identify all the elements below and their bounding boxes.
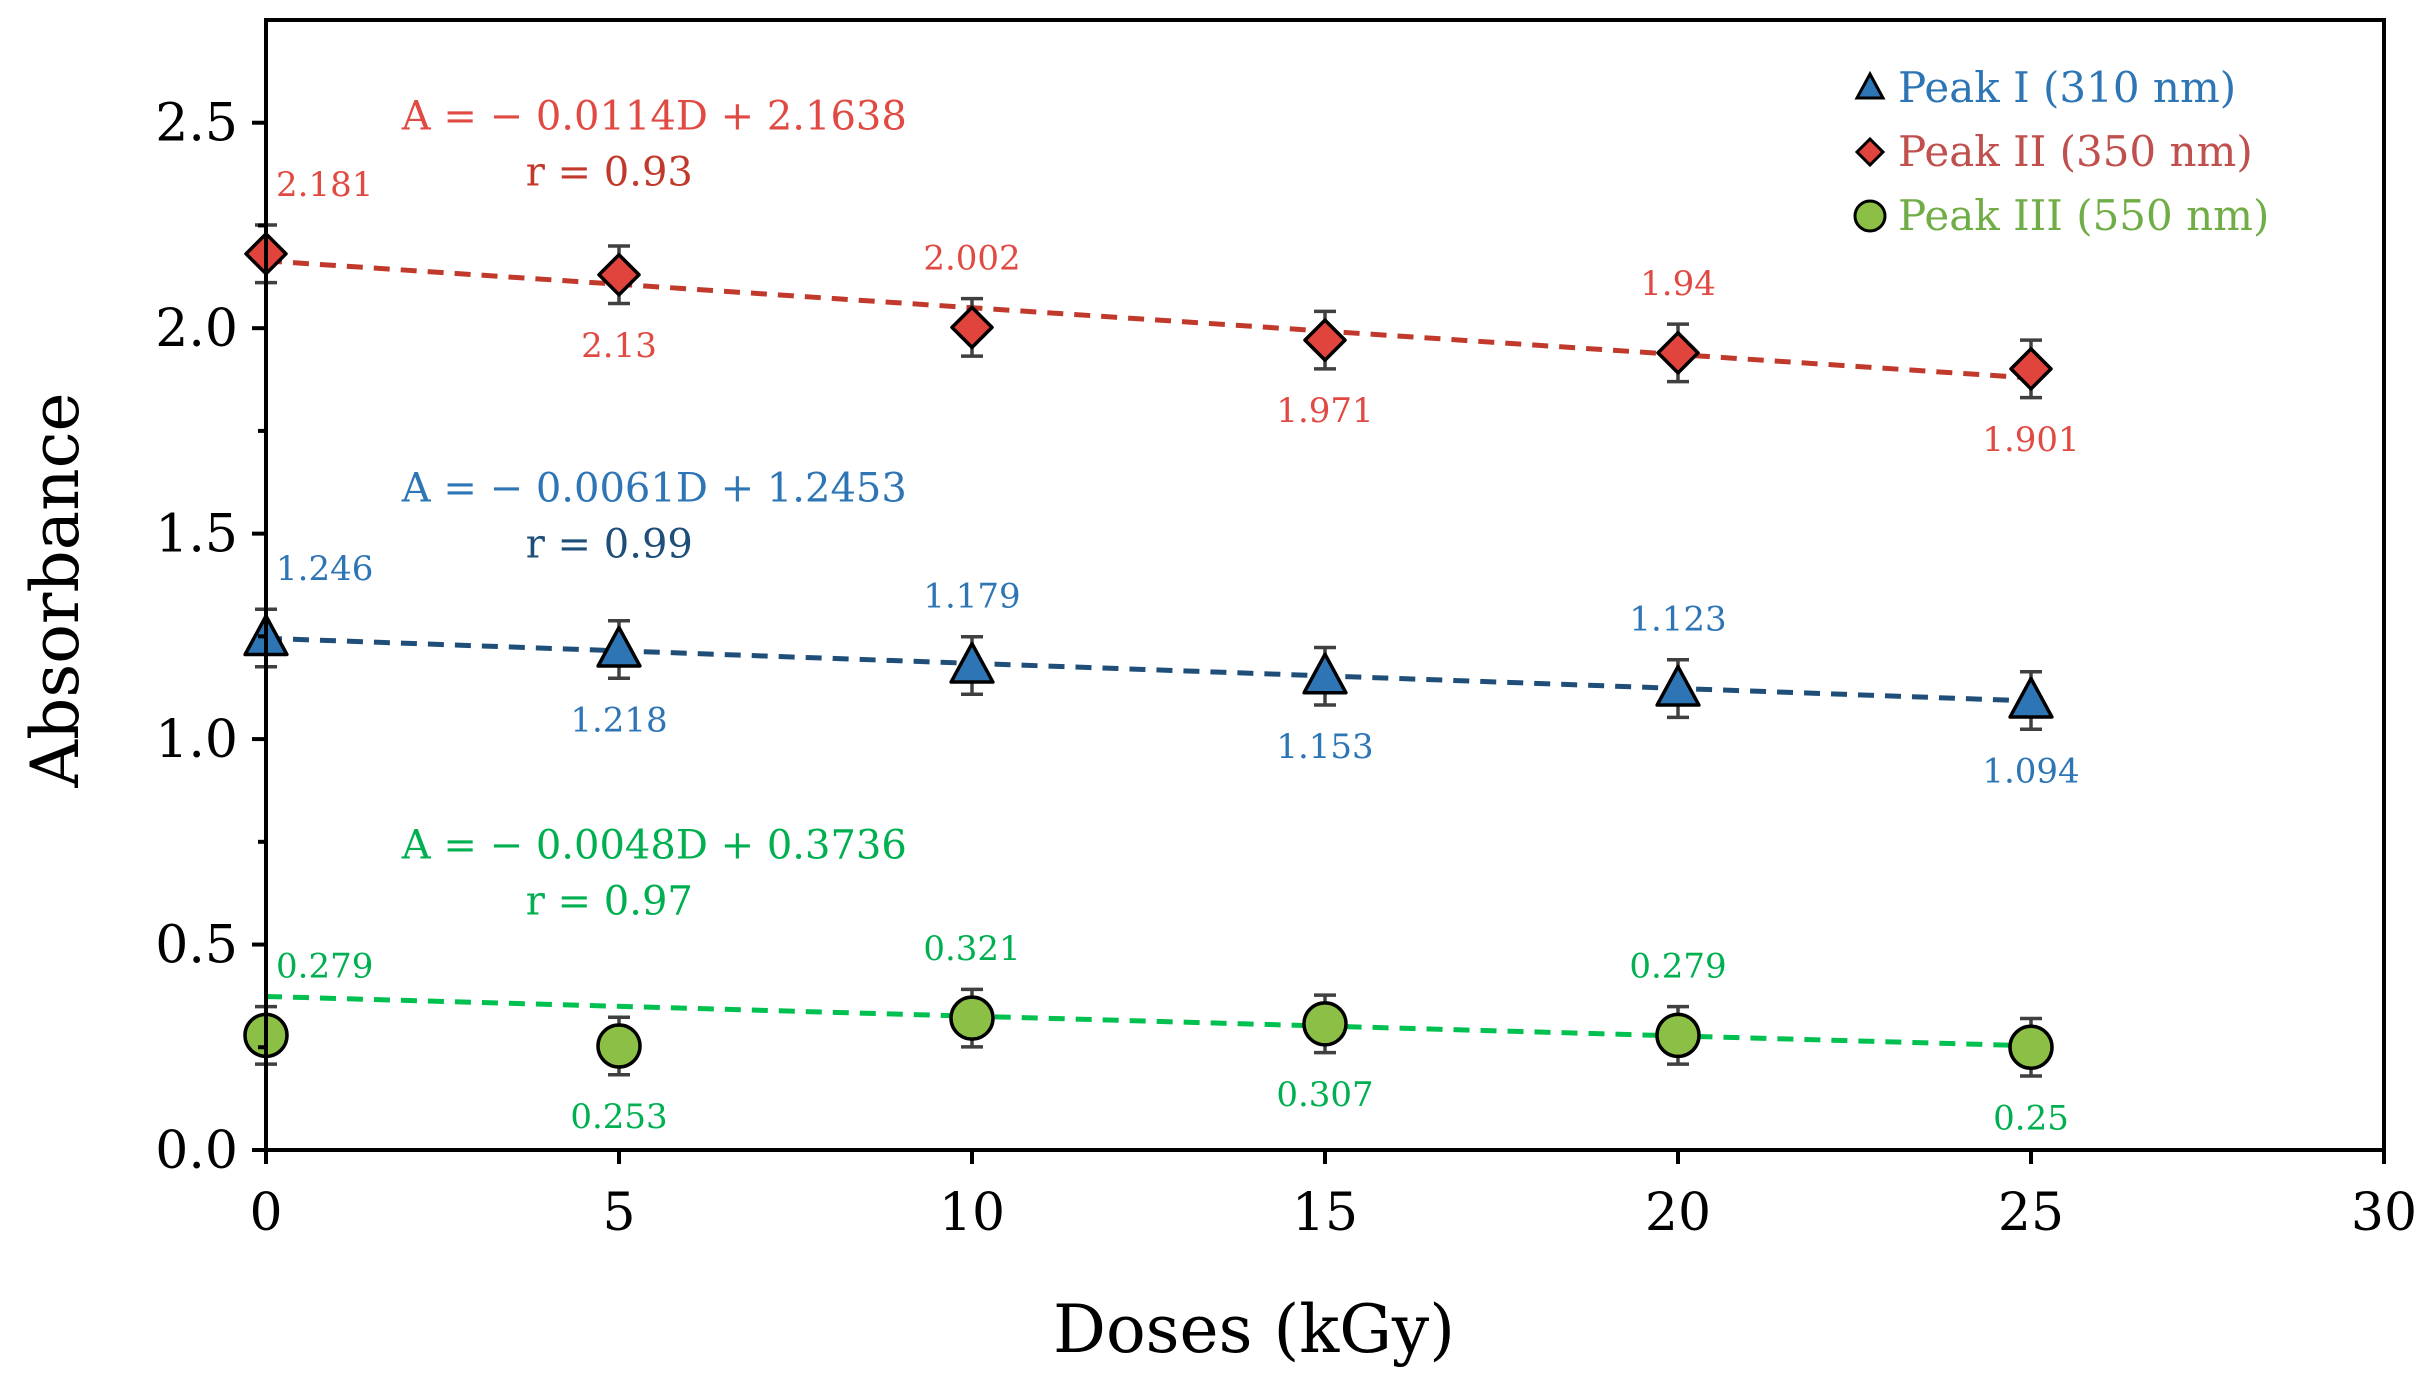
x-tick-label: 20 (1645, 1183, 1711, 1243)
fit-r-value: r = 0.97 (526, 878, 693, 924)
fit-r-value: r = 0.93 (526, 150, 693, 196)
x-tick-label: 0 (249, 1183, 282, 1243)
y-tick-label: 0.0 (155, 1121, 238, 1181)
y-axis-title: Absorbance (17, 392, 94, 788)
legend-diamond-icon (1854, 136, 1886, 168)
data-label: 0.279 (1629, 946, 1726, 986)
fit-equation: A = − 0.0114D + 2.1638 (401, 94, 907, 140)
triangle-marker (949, 641, 995, 684)
y-tick-label: 2.0 (155, 299, 238, 359)
y-tick-label: 1.5 (155, 505, 238, 565)
circle-marker (596, 1023, 642, 1069)
data-label: 1.218 (570, 701, 667, 741)
fit-r-value: r = 0.99 (526, 522, 693, 568)
data-label: 1.971 (1276, 391, 1373, 431)
x-tick-label: 25 (1998, 1183, 2064, 1243)
y-tick-label: 1.0 (155, 710, 238, 770)
diamond-marker (1303, 318, 1347, 362)
diamond-marker (950, 305, 994, 350)
data-label: 1.123 (1629, 600, 1726, 640)
diamond-marker (597, 253, 641, 297)
data-label: 0.307 (1276, 1075, 1373, 1115)
data-label: 0.25 (1993, 1098, 2069, 1138)
triangle-marker (1655, 664, 1701, 707)
data-label: 1.901 (1982, 420, 2079, 460)
series-2: 2.181 2.13 2.002 1.971 1.94 1.901 A = − 0.0114… (244, 94, 2080, 460)
diamond-marker (2009, 347, 2053, 391)
y-tick-label: 2.5 (155, 94, 238, 154)
series-layer: 1.246 1.218 1.179 1.153 1.123 1.094 A = − 0.00… (243, 94, 2080, 1138)
legend-item-2: Peak II (350 nm) (1854, 127, 2253, 176)
data-label: 0.253 (570, 1097, 667, 1137)
data-label: 0.279 (276, 946, 373, 986)
diamond-marker (1656, 331, 1700, 375)
triangle-marker (2008, 676, 2054, 719)
series-1: 1.246 1.218 1.179 1.153 1.123 1.094 A = − 0.00… (243, 466, 2080, 791)
circle-marker (2008, 1024, 2054, 1071)
circle-marker (1302, 1001, 1348, 1047)
x-tick-label: 5 (602, 1183, 635, 1243)
circle-marker (949, 995, 995, 1041)
legend-triangle-icon (1854, 70, 1886, 100)
data-label: 2.002 (923, 238, 1020, 278)
x-tick-label: 10 (939, 1183, 1005, 1243)
x-tick-label: 30 (2351, 1183, 2417, 1243)
data-label: 2.13 (581, 326, 657, 366)
legend-label: Peak I (310 nm) (1898, 63, 2236, 112)
legend-circle-icon (1853, 199, 1887, 233)
data-label: 1.94 (1640, 264, 1716, 304)
y-tick-label: 0.5 (155, 916, 238, 976)
fit-line (265, 993, 2032, 1049)
x-tick-label: 15 (1292, 1183, 1358, 1243)
circle-marker (1655, 1012, 1701, 1059)
data-label: 1.179 (923, 577, 1020, 617)
legend-item-3: Peak III (550 nm) (1853, 191, 2269, 240)
fit-equation: A = − 0.0061D + 1.2453 (401, 466, 907, 512)
axes-layer: 0 5 10 15 20 25 30 0.0 0.5 1.0 1.5 2.0 2.5 (155, 94, 2417, 1243)
triangle-marker (596, 625, 642, 668)
fit-equation: A = − 0.0048D + 0.3736 (401, 822, 907, 868)
data-label: 1.153 (1276, 727, 1373, 767)
triangle-marker (1302, 652, 1348, 695)
legend-item-1: Peak I (310 nm) (1854, 63, 2236, 112)
data-label: 1.246 (276, 549, 373, 589)
data-label: 0.321 (923, 929, 1020, 969)
fit-line (265, 635, 2032, 704)
legend-label: Peak III (550 nm) (1898, 191, 2269, 240)
legend: Peak I (310 nm) Peak II (350 nm) Peak III … (1853, 63, 2269, 240)
series-3: 0.279 0.253 0.321 0.307 0.279 0.25 A = − 0.004… (243, 822, 2069, 1138)
data-label: 2.181 (276, 165, 373, 205)
data-label: 1.094 (1982, 751, 2079, 791)
x-axis-title: Doses (kGy) (1053, 1291, 1455, 1368)
legend-label: Peak II (350 nm) (1898, 127, 2253, 176)
